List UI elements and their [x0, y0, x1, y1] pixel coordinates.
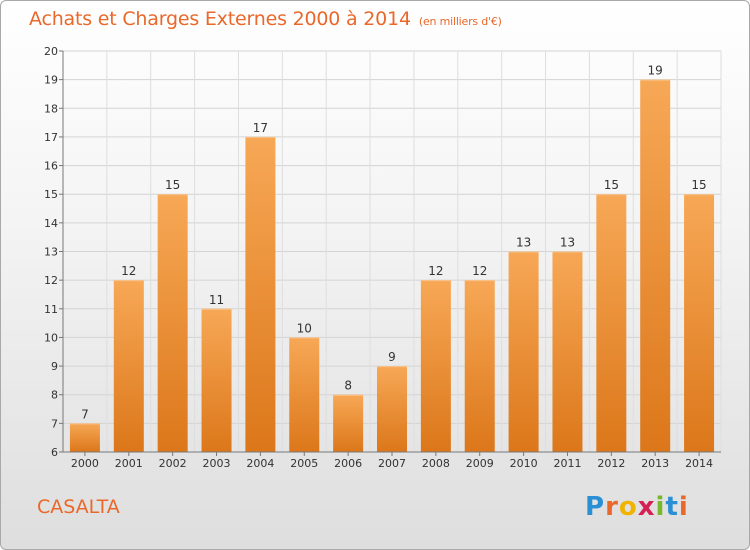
bar-2010 [508, 251, 539, 452]
bar-2011 [552, 251, 583, 452]
xtick-label-2009: 2009 [466, 457, 494, 470]
xtick-label-2000: 2000 [71, 457, 99, 470]
commune-name: CASALTA [37, 496, 120, 518]
ytick-label: 6 [51, 446, 58, 459]
logo-letter: i [655, 492, 666, 522]
ytick-label: 20 [44, 45, 58, 58]
logo-letter: x [637, 492, 656, 522]
xtick-label-2004: 2004 [246, 457, 274, 470]
bar-2012 [596, 194, 627, 452]
xtick-label-2011: 2011 [553, 457, 581, 470]
title-text: Achats et Charges Externes 2000 à 2014 [29, 8, 411, 30]
value-label-2011: 13 [560, 236, 575, 250]
xtick-label-2014: 2014 [685, 457, 713, 470]
value-label-2007: 9 [388, 350, 396, 364]
chart-title: Achats et Charges Externes 2000 à 2014 (e… [29, 8, 502, 30]
value-label-2012: 15 [604, 178, 619, 192]
axes: 6 7 8 9 10 11 12 13 14 15 16 17 18 19 20 2000 2001 2002 20… [44, 45, 721, 470]
bar-2009 [464, 280, 495, 452]
logo-letter: t [665, 492, 679, 522]
xtick-label-2005: 2005 [290, 457, 318, 470]
proxiti-logo[interactable]: Proxiti [585, 492, 689, 522]
value-label-2008: 12 [428, 264, 443, 278]
ytick-label: 13 [44, 246, 58, 259]
chart-subtitle: (en milliers d'€) [418, 15, 502, 28]
logo-letter: o [618, 492, 638, 522]
logo-letter: r [605, 492, 619, 522]
ytick-label: 15 [44, 188, 58, 201]
xtick-label-2006: 2006 [334, 457, 362, 470]
ytick-label: 10 [44, 331, 58, 344]
value-label-2005: 10 [297, 321, 312, 335]
value-label-2001: 12 [121, 264, 136, 278]
xtick-label-2013: 2013 [641, 457, 669, 470]
logo-letter: i [678, 492, 689, 522]
bar-2013 [640, 79, 671, 453]
xtick-label-2001: 2001 [115, 457, 143, 470]
ytick-label: 19 [44, 74, 58, 87]
logo-letter: P [585, 492, 606, 522]
value-labels: 7 12 15 11 17 10 8 9 12 12 13 13 15 19 15 [81, 64, 707, 422]
bar-2000 [69, 423, 100, 452]
bar-2008 [420, 280, 451, 452]
value-label-2014: 15 [691, 178, 706, 192]
value-label-2003: 11 [209, 293, 224, 307]
bar-2007 [377, 366, 407, 452]
ytick-label: 18 [44, 102, 58, 115]
bar-2006 [333, 394, 364, 452]
bar-2002 [157, 194, 188, 452]
xtick-label-2002: 2002 [159, 457, 187, 470]
bar-2014 [684, 194, 715, 452]
value-label-2013: 19 [648, 64, 663, 78]
value-label-2009: 12 [472, 264, 487, 278]
xtick-label-2012: 2012 [597, 457, 625, 470]
ytick-label: 16 [44, 160, 58, 173]
bars [69, 79, 715, 453]
bar-2004 [245, 136, 276, 452]
value-label-2010: 13 [516, 236, 531, 250]
ytick-label: 14 [44, 217, 58, 230]
bar-2001 [113, 280, 144, 452]
value-label-2006: 8 [344, 379, 352, 393]
bar-2005 [289, 337, 320, 452]
ytick-label: 9 [51, 360, 58, 373]
value-label-2002: 15 [165, 178, 180, 192]
xtick-label-2003: 2003 [203, 457, 231, 470]
value-label-2000: 7 [81, 407, 89, 421]
xtick-label-2008: 2008 [422, 457, 450, 470]
ytick-label: 11 [44, 303, 58, 316]
value-label-2004: 17 [253, 121, 268, 135]
ytick-label: 7 [51, 417, 58, 430]
ytick-label: 8 [51, 389, 58, 402]
xtick-label-2010: 2010 [510, 457, 538, 470]
ytick-label: 12 [44, 274, 58, 287]
xtick-label-2007: 2007 [378, 457, 406, 470]
bar-2003 [201, 308, 232, 452]
ytick-label: 17 [44, 131, 58, 144]
